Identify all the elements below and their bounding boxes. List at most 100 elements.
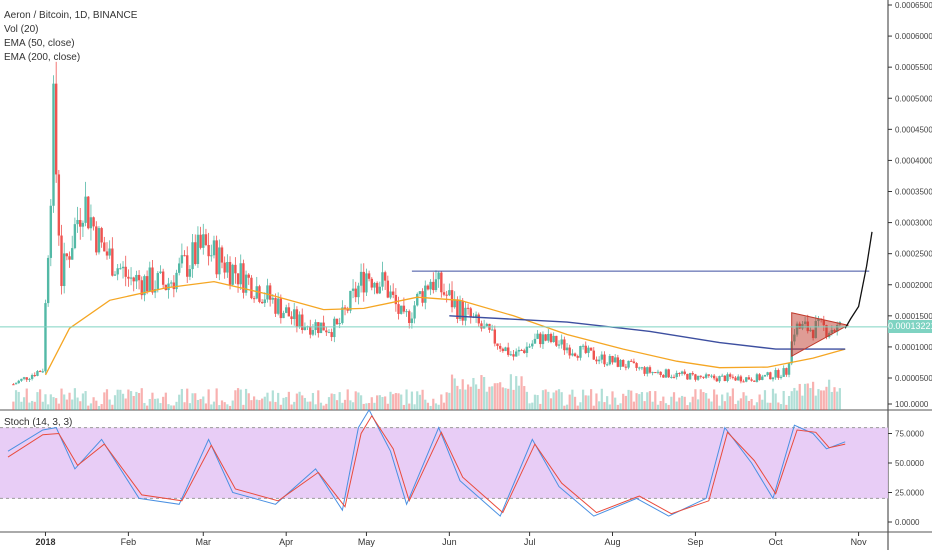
candle-body [14, 383, 18, 385]
candle-body [357, 285, 360, 298]
volume-bar [646, 392, 649, 410]
candle-body [571, 353, 574, 356]
volume-bar [469, 386, 472, 410]
legend-ema200[interactable]: EMA (200, close) [4, 52, 81, 63]
volume-bar [314, 404, 317, 410]
candle-body [525, 346, 529, 353]
candle-body [769, 372, 772, 380]
volume-bar [306, 401, 309, 410]
volume-bar [228, 405, 232, 410]
candle-body [236, 273, 240, 285]
legend-stoch[interactable]: Stoch (14, 3, 3) [4, 417, 73, 428]
volume-bar [753, 405, 756, 410]
candle-body [175, 272, 178, 290]
x-tick-label: 2018 [35, 537, 55, 547]
volume-bar [210, 404, 213, 410]
volume-bar [632, 401, 636, 410]
volume-bar [795, 390, 799, 410]
volume-bar [761, 399, 764, 410]
volume-bar [702, 392, 705, 410]
volume-bar [779, 404, 783, 410]
candle-body [68, 256, 71, 260]
candle-body [632, 361, 636, 364]
volume-bar [453, 378, 456, 410]
volume-bar [742, 392, 745, 410]
volume-bar [63, 394, 66, 410]
candle-body [242, 263, 245, 293]
candle-body [65, 253, 69, 257]
volume-bar [330, 393, 333, 410]
volume-bar [573, 396, 577, 410]
volume-bar [707, 398, 710, 410]
volume-bar [715, 394, 718, 410]
volume-bar [442, 402, 446, 410]
volume-bar [202, 396, 205, 410]
candle-body [605, 364, 609, 366]
candle-body [453, 299, 456, 308]
volume-bar [699, 389, 702, 410]
volume-bar [162, 396, 165, 410]
volume-bar [290, 404, 293, 410]
candle-body [282, 312, 285, 319]
candle-body [394, 294, 398, 305]
volume-bar [549, 398, 553, 410]
volume-bar [212, 401, 216, 410]
candle-body [349, 290, 352, 311]
candle-body [319, 322, 323, 334]
last-price-label: 0.00013221 [888, 320, 932, 334]
candle-body [560, 339, 563, 345]
volume-bar [119, 389, 122, 410]
stoch-band [0, 427, 888, 499]
volume-bar [362, 403, 365, 410]
volume-bar [416, 391, 419, 410]
candle-body [389, 291, 392, 298]
candle-body [30, 375, 34, 379]
candle-body [250, 277, 253, 299]
volume-bar [611, 391, 614, 410]
volume-bar [555, 390, 558, 410]
volume-bar [186, 388, 189, 410]
stoch-y-tick-label: 0.0000 [895, 518, 920, 527]
volume-bar [747, 400, 751, 410]
volume-bar [92, 397, 95, 410]
volume-bar [218, 405, 221, 410]
candle-body [375, 282, 379, 294]
candle-body [231, 264, 234, 285]
candle-body [694, 374, 697, 380]
volume-bar [116, 389, 119, 410]
price-axis-bg [888, 0, 932, 550]
volume-bar [464, 389, 467, 410]
candle-body [79, 220, 82, 227]
volume-bar [520, 376, 523, 410]
stoch-legend: Stoch (14, 3, 3) [4, 416, 72, 430]
volume-bar [421, 389, 424, 410]
symbol-title[interactable]: Aeron / Bitcoin, 1D, BINANCE [4, 10, 138, 21]
candle-body [506, 347, 510, 355]
candle-body [672, 376, 676, 378]
volume-bar [547, 391, 550, 410]
candle-body [777, 370, 780, 378]
volume-bar [41, 401, 44, 410]
volume-bar [739, 398, 742, 410]
volume-bar [247, 393, 250, 410]
candle-body [448, 290, 451, 296]
candle-body [659, 371, 662, 376]
volume-bar [833, 387, 836, 410]
volume-bar [199, 398, 202, 410]
volume-bar [825, 386, 828, 410]
legend-vol[interactable]: Vol (20) [4, 24, 39, 35]
volume-bar [745, 395, 748, 410]
volume-bar [458, 389, 462, 410]
volume-bar [44, 394, 47, 410]
volume-bar [622, 393, 625, 410]
stoch-y-tick-label: 50.0000 [895, 459, 924, 468]
volume-bar [52, 397, 55, 410]
volume-bar [394, 393, 397, 410]
volume-bar [129, 391, 133, 410]
candle-body [268, 285, 272, 300]
candle-body [581, 345, 585, 347]
legend-ema50[interactable]: EMA (50, close) [4, 38, 75, 49]
volume-bar [664, 403, 668, 410]
